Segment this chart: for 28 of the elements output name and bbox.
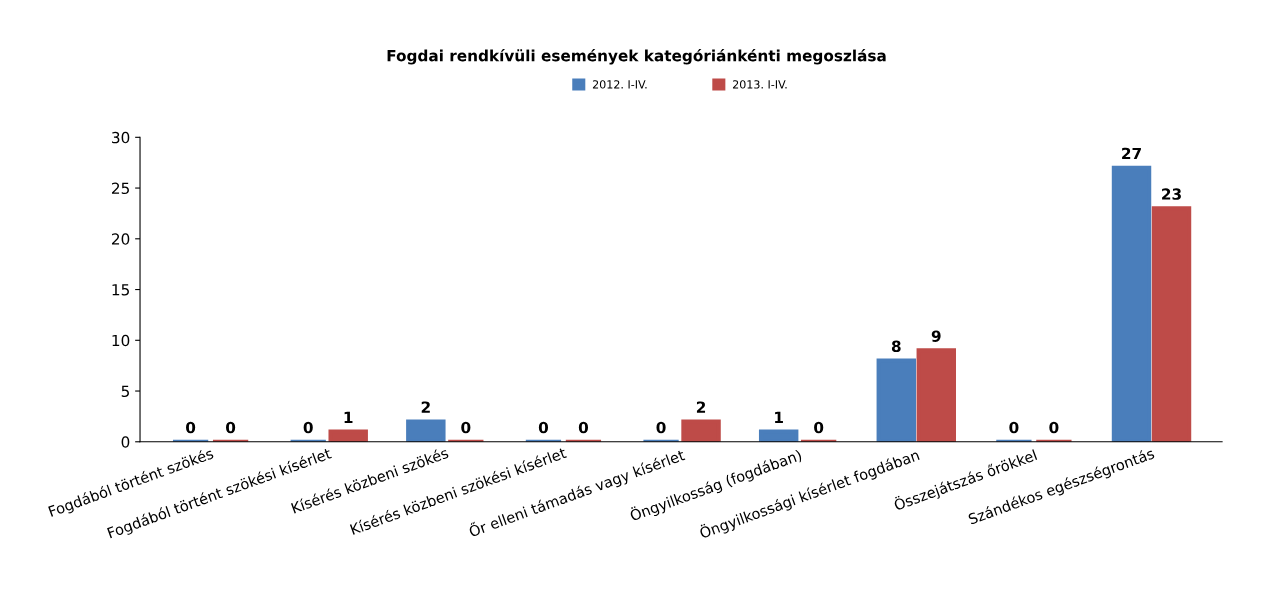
data-label: 0 (814, 421, 824, 434)
data-label: 0 (538, 421, 549, 434)
data-label: 9 (931, 330, 941, 342)
y-tick-label: 20 (111, 233, 130, 245)
data-label: 0 (1049, 421, 1059, 434)
data-label: 8 (891, 340, 901, 353)
data-label: 23 (1162, 188, 1181, 200)
data-label: 0 (461, 421, 471, 434)
data-label: 0 (226, 421, 236, 434)
y-tick-label: 0 (121, 436, 130, 448)
data-label: 0 (578, 421, 589, 434)
y-tick-label: 30 (112, 131, 130, 144)
data-label: 1 (775, 411, 783, 423)
data-label: 1 (344, 411, 353, 423)
data-label: 0 (656, 421, 666, 434)
data-label: 2 (696, 401, 706, 413)
data-label: 0 (186, 421, 196, 434)
y-tick-label: 15 (112, 284, 129, 296)
y-tick-label: 25 (111, 182, 129, 195)
data-label: 27 (1122, 147, 1141, 160)
legend-label: 2012. I-IV. (592, 80, 647, 89)
data-label: 2 (421, 401, 430, 413)
data-label: 0 (303, 421, 313, 434)
legend-label: 2013. I-IV. (732, 80, 787, 89)
data-label: 0 (1009, 421, 1019, 434)
y-tick-label: 10 (112, 334, 130, 347)
chart-title: Fogdai rendkívüli események kategóriánkénti megoszlása (387, 48, 886, 65)
y-tick-label: 5 (121, 385, 129, 398)
